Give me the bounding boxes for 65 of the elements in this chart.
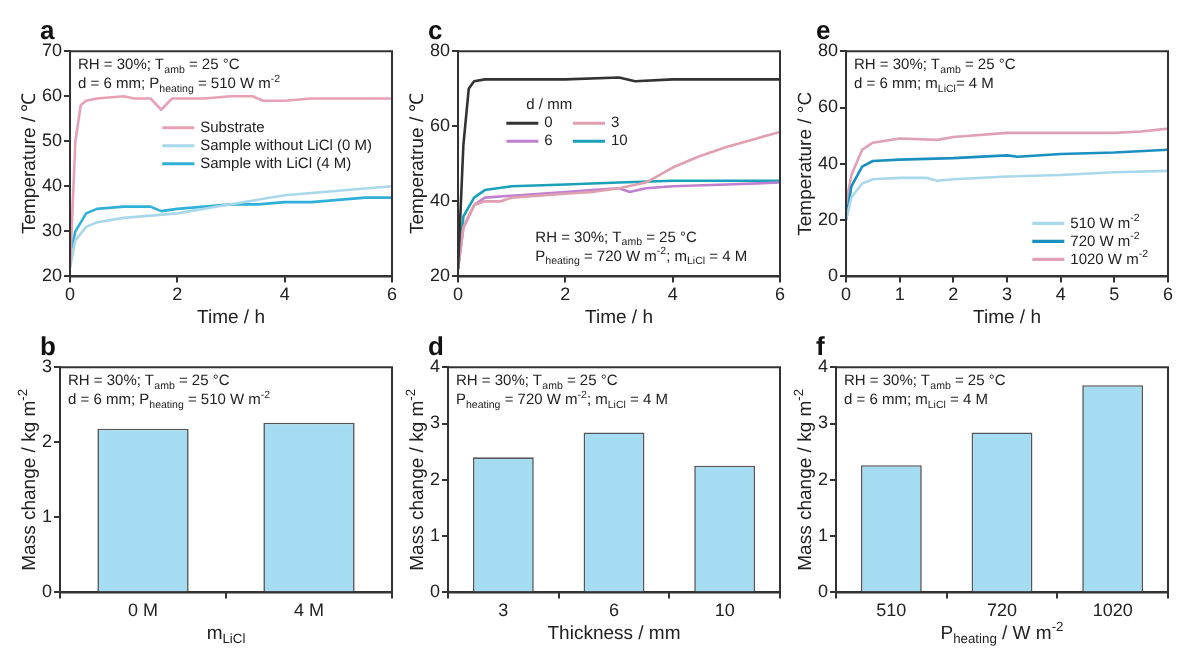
y-tick-label: 80	[817, 40, 839, 61]
x-tick-label: 5	[1109, 284, 1120, 305]
y-tick-label: 4	[817, 356, 829, 377]
x-axis-title: Time / h	[585, 307, 653, 330]
chart-title: c	[428, 14, 443, 45]
y-tick-label: 3	[817, 412, 829, 433]
y-tick-label: 80	[429, 40, 451, 61]
chart-title: e	[816, 14, 831, 45]
y-tick-label: 30	[41, 220, 63, 241]
x-tick-label: 4	[667, 284, 678, 305]
x-axis-title: Thickness / mm	[547, 623, 681, 646]
y-tick-label: 40	[41, 175, 63, 196]
x-tick-label: 510	[876, 600, 907, 621]
x-tick-label: 2	[948, 284, 959, 305]
y-axis-title: Temperatrue / ℃	[407, 91, 430, 235]
y-tick-label: 0	[41, 581, 53, 602]
x-tick-label: 10	[714, 600, 735, 621]
y-tick-label: 60	[429, 115, 451, 136]
y-tick-label: 4	[429, 356, 441, 377]
y-tick-label: 1	[429, 525, 441, 546]
y-tick-label: 20	[817, 209, 839, 230]
y-axis-title: Temperature / °C	[795, 91, 818, 236]
y-tick-label: 0	[817, 581, 829, 602]
x-tick-label: 4	[279, 284, 290, 305]
x-tick-label: 6	[386, 284, 398, 305]
y-tick-label: 2	[817, 468, 829, 489]
y-tick-label: 60	[817, 96, 839, 117]
x-axis-title: Time / h	[197, 307, 265, 330]
x-tick-label: 2	[560, 284, 571, 305]
x-tick-label: 720	[986, 600, 1018, 621]
x-tick-label: 0 M	[127, 600, 159, 621]
y-tick-label: 2	[41, 431, 53, 452]
x-tick-label: 3	[498, 600, 509, 621]
x-tick-label: 6	[1162, 284, 1174, 305]
x-tick-label: 4 M	[293, 600, 325, 621]
y-tick-label: 60	[41, 85, 63, 106]
y-tick-label: 1	[41, 506, 53, 527]
x-tick-label: 0	[65, 284, 76, 305]
x-tick-label: 0	[453, 284, 464, 305]
y-tick-label: 50	[41, 130, 63, 151]
y-tick-label: 20	[429, 265, 451, 286]
x-tick-label: 0	[841, 284, 852, 305]
x-axis-title: Time / h	[973, 307, 1041, 330]
chart-title: d	[428, 330, 444, 361]
y-tick-label: 40	[817, 152, 839, 173]
x-tick-label: 2	[172, 284, 183, 305]
chart-title: b	[40, 330, 56, 361]
x-tick-label: 3	[1002, 284, 1013, 305]
y-tick-label: 40	[429, 190, 451, 211]
y-tick-label: 2	[429, 468, 441, 489]
y-tick-label: 3	[429, 412, 441, 433]
chart-title: a	[40, 14, 56, 45]
x-tick-label: 1020	[1092, 600, 1133, 621]
x-tick-label: 6	[608, 600, 620, 621]
x-tick-label: 4	[1055, 284, 1066, 305]
y-tick-label: 0	[429, 581, 441, 602]
y-tick-label: 20	[41, 265, 63, 286]
chart-title: f	[816, 330, 826, 361]
y-tick-label: 0	[827, 265, 839, 286]
x-tick-label: 1	[894, 284, 905, 305]
x-tick-label: 6	[774, 284, 786, 305]
y-tick-label: 1	[817, 525, 829, 546]
y-tick-label: 70	[41, 40, 63, 61]
y-tick-label: 3	[41, 356, 53, 377]
y-axis-title: Temperature / ℃	[19, 91, 42, 235]
